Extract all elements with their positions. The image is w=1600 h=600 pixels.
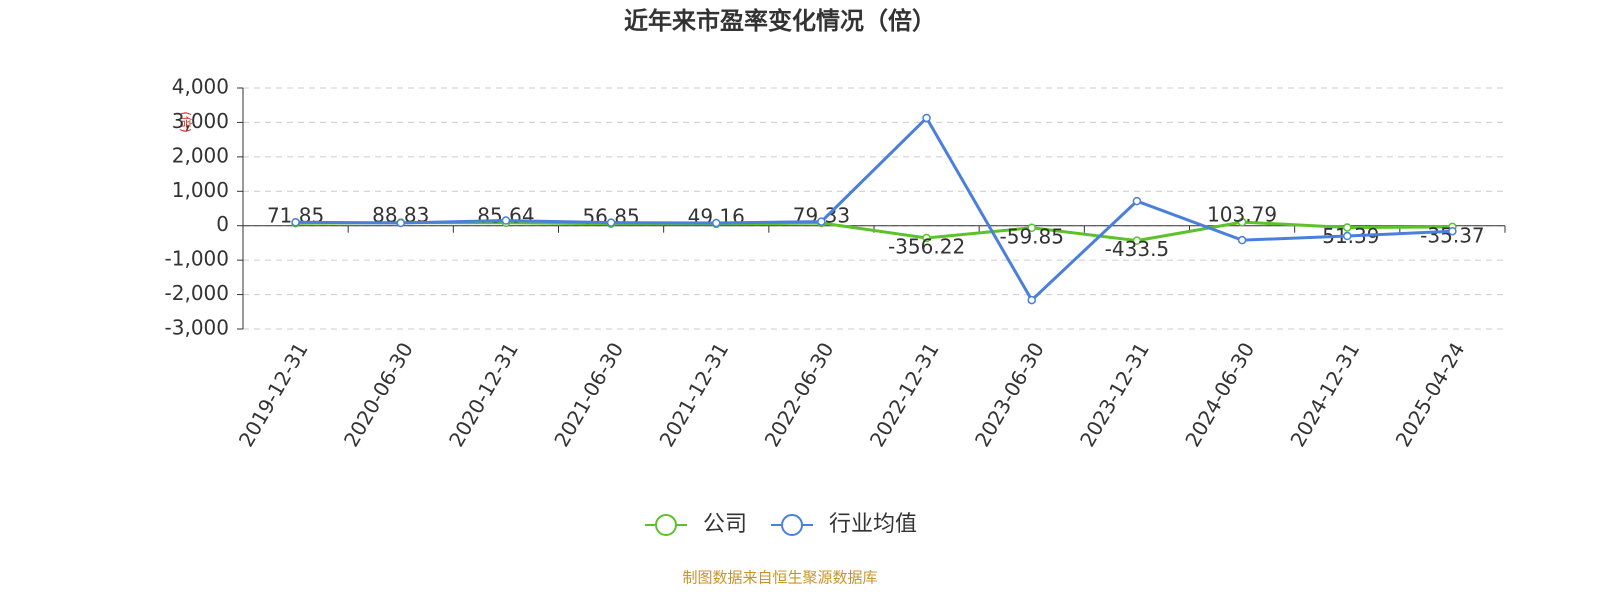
y-axis-label: (倍) bbox=[179, 111, 194, 132]
y-tick-label: 3,000 bbox=[172, 109, 229, 133]
point bbox=[1132, 236, 1142, 245]
series-line bbox=[295, 115, 1453, 303]
y-tick-label: 0 bbox=[216, 212, 229, 236]
y-tick-label: 1,000 bbox=[172, 178, 229, 202]
source-note: 制图数据来自恒生聚源数据库 bbox=[682, 569, 877, 587]
point bbox=[1343, 231, 1352, 241]
series-line bbox=[295, 220, 1453, 243]
y-tick-label: -2,000 bbox=[165, 281, 229, 305]
x-tick-label: 2023-06-30 bbox=[970, 338, 1049, 451]
x-tick-label: 2024-06-30 bbox=[1180, 338, 1259, 451]
point bbox=[396, 218, 405, 228]
point bbox=[501, 216, 511, 225]
point bbox=[1343, 223, 1352, 232]
point bbox=[291, 218, 300, 227]
point bbox=[1027, 295, 1036, 305]
point bbox=[1237, 217, 1247, 227]
legend-marker bbox=[655, 514, 677, 536]
x-tick-label: 2024-12-31 bbox=[1285, 338, 1364, 451]
point bbox=[1237, 235, 1247, 245]
y-tick-label: 2,000 bbox=[172, 143, 229, 167]
x-tick-label: 2021-12-31 bbox=[654, 338, 733, 451]
x-tick-label: 2022-06-30 bbox=[760, 338, 839, 451]
chart-title: 近年来市盈率变化情况（倍） bbox=[624, 7, 936, 35]
data-label: -59.85 bbox=[1000, 224, 1064, 248]
point bbox=[817, 217, 826, 226]
legend-marker bbox=[781, 514, 804, 536]
point bbox=[1027, 223, 1036, 233]
x-tick-label: 2021-06-30 bbox=[549, 338, 628, 451]
x-tick-label: 2019-12-31 bbox=[234, 338, 313, 451]
y-tick-label: -1,000 bbox=[165, 247, 229, 271]
point bbox=[606, 218, 616, 227]
x-tick-label: 2020-12-31 bbox=[444, 338, 523, 451]
data-label: 103.79 bbox=[1207, 203, 1277, 227]
data-label: -356.22 bbox=[888, 234, 965, 258]
legend-label: 公司 bbox=[703, 512, 747, 537]
point bbox=[922, 113, 931, 123]
x-tick-label: 2022-12-31 bbox=[865, 338, 944, 451]
y-tick-label: -3,000 bbox=[165, 316, 229, 340]
point bbox=[712, 218, 721, 228]
x-tick-label: 2020-06-30 bbox=[339, 338, 418, 451]
y-tick-label: 4,000 bbox=[172, 75, 229, 99]
legend-label: 行业均值 bbox=[829, 512, 917, 537]
x-tick-label: 2025-04-24 bbox=[1391, 338, 1470, 451]
data-label: -433.5 bbox=[1105, 237, 1169, 261]
x-tick-label: 2023-12-31 bbox=[1075, 338, 1154, 451]
point bbox=[1448, 226, 1457, 236]
point bbox=[922, 233, 931, 243]
point bbox=[1132, 196, 1142, 206]
